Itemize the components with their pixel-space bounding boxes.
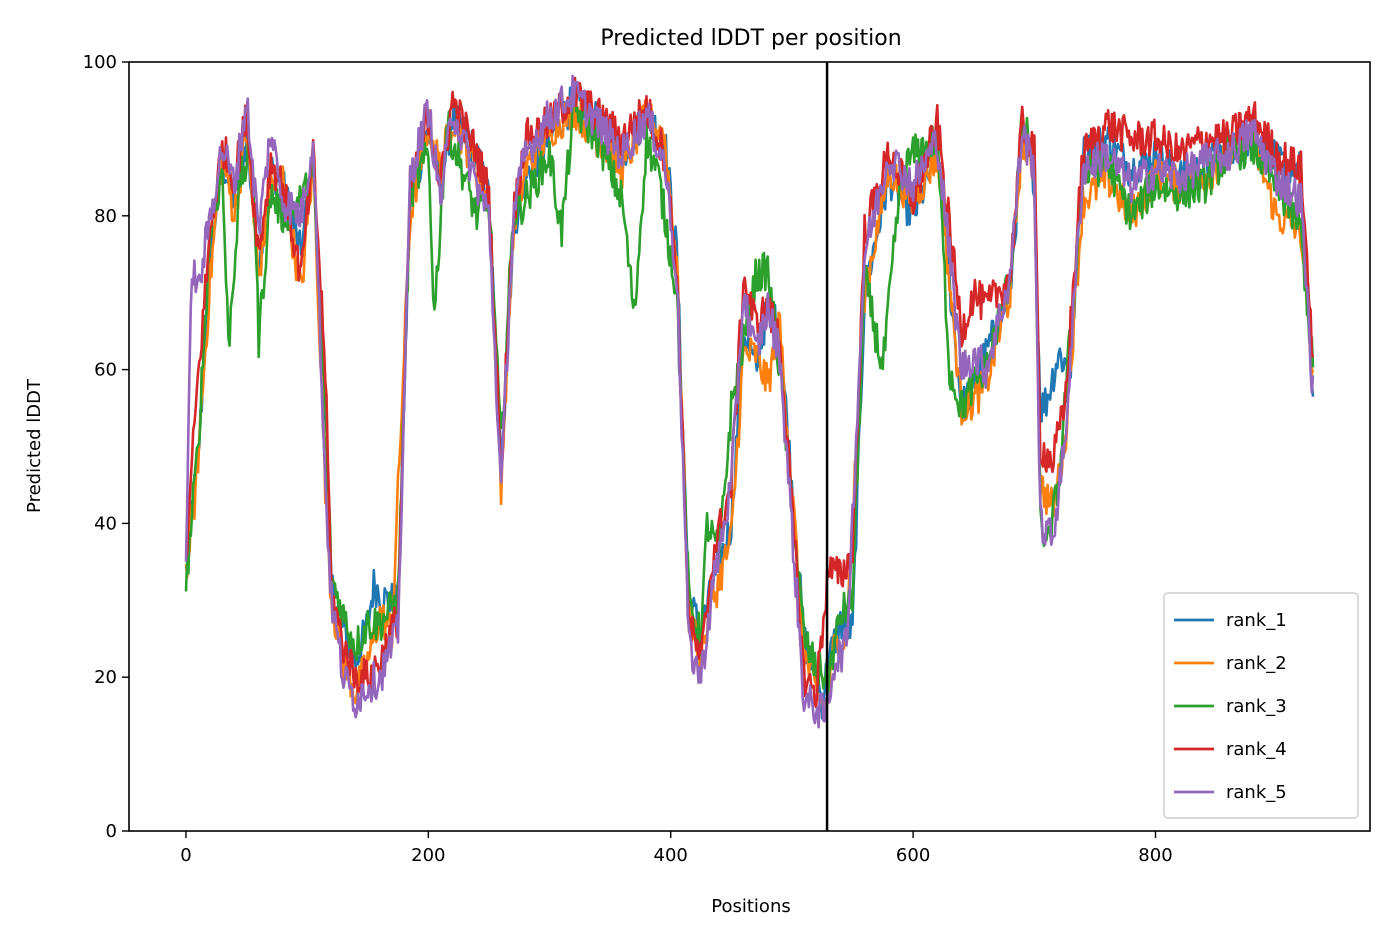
legend-box	[1163, 592, 1359, 819]
y-tick-label: 20	[94, 667, 117, 688]
y-tick-label: 100	[83, 52, 117, 73]
x-tick-label: 400	[654, 845, 688, 866]
y-tick-label: 60	[94, 360, 117, 381]
series-line-rank_5	[184, 74, 1315, 729]
axes-frame	[128, 61, 1371, 832]
legend-label-rank_3: rank_3	[1226, 696, 1287, 717]
legend: rank_1 rank_2 rank_3 rank_4 rank_5	[1163, 592, 1359, 819]
legend-label-rank_1: rank_1	[1226, 610, 1287, 631]
legend-label-rank_4: rank_4	[1226, 739, 1287, 760]
y-tick-label: 80	[94, 206, 117, 227]
x-tick-label: 800	[1138, 845, 1172, 866]
legend-label-rank_2: rank_2	[1226, 653, 1287, 674]
legend-label-rank_5: rank_5	[1226, 782, 1287, 803]
chart-title: Predicted lDDT per position	[600, 26, 901, 51]
x-tick-label: 200	[411, 845, 445, 866]
plot-area	[184, 62, 1315, 831]
y-tick-label: 40	[94, 513, 117, 534]
y-tick-label: 0	[106, 821, 117, 842]
y-axis-label: Predicted lDDT	[24, 378, 45, 513]
x-tick-label: 600	[896, 845, 930, 866]
axes: 0 200 400 600 800 0 20 40 60 80 100	[83, 52, 1371, 866]
x-axis-label: Positions	[711, 896, 790, 917]
x-tick-label: 0	[180, 845, 191, 866]
